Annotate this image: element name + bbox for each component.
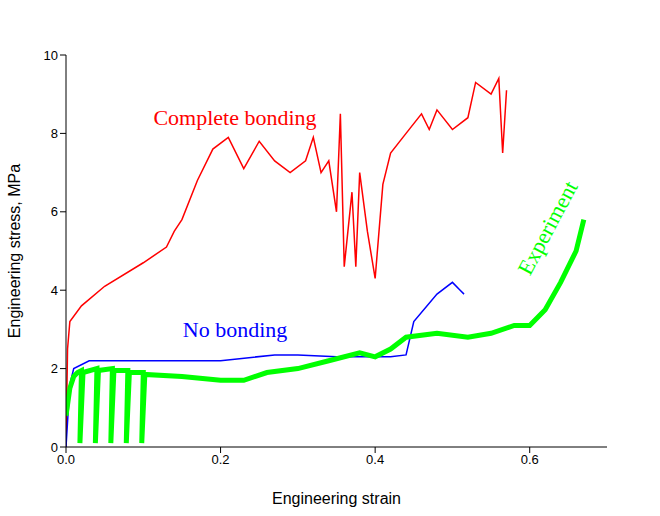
svg-text:Engineering strain: Engineering strain	[272, 490, 401, 507]
svg-text:0.2: 0.2	[212, 452, 230, 467]
svg-text:10: 10	[44, 48, 58, 63]
svg-text:0.6: 0.6	[521, 452, 539, 467]
html-text:Experiment: Experiment	[512, 176, 583, 279]
html-text:No bonding: No bonding	[182, 317, 288, 342]
svg-text:4: 4	[51, 283, 58, 298]
svg-text:6: 6	[51, 204, 58, 219]
svg-text:0.4: 0.4	[366, 452, 384, 467]
svg-text:2: 2	[51, 361, 58, 376]
svg-text:Engineering stress, MPa: Engineering stress, MPa	[8, 164, 23, 338]
svg-text:0: 0	[51, 440, 58, 455]
svg-text:8: 8	[51, 126, 58, 141]
html-text:Complete bonding: Complete bonding	[153, 105, 317, 130]
svg-text:0.0: 0.0	[57, 452, 75, 467]
